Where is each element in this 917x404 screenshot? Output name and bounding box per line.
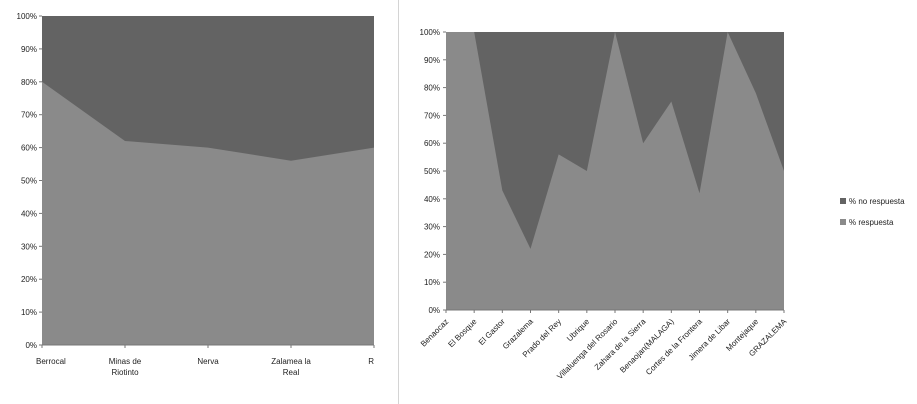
- chart2-y-tick-label: 60%: [424, 139, 440, 148]
- chart2-y-tick-label: 90%: [424, 56, 440, 65]
- chart1-x-tick-label: R: [368, 357, 374, 366]
- legend-swatch: [840, 219, 846, 225]
- chart1-y-tick-label: 10%: [21, 308, 37, 317]
- chart1-x-tick-label: Zalamea la Real: [271, 357, 311, 377]
- legend-label: % respuesta: [849, 218, 894, 227]
- chart1-y-tick-label: 30%: [21, 242, 37, 251]
- chart2-y-tick-label: 20%: [424, 250, 440, 259]
- chart1-y-tick-label: 50%: [21, 177, 37, 186]
- chart1-y-tick-label: 0%: [25, 341, 37, 350]
- chart2-x-tick-label: Benaojan(MALAGA): [618, 317, 676, 375]
- chart1-y-tick-label: 60%: [21, 144, 37, 153]
- chart2-plot: 0% 10% 20% 30% 40% 50% 60% 70% 80% 90% 100% Benaoca…: [419, 28, 789, 381]
- panel-divider: [398, 0, 399, 404]
- chart2-y-tick-label: 0%: [428, 306, 440, 315]
- chart2-y-tick-label: 100%: [420, 28, 440, 37]
- chart1-y-tick-label: 40%: [21, 209, 37, 218]
- chart2-y-tick-label: 40%: [424, 195, 440, 204]
- chart2-x-tick-label: Zahara de la Sierra: [593, 317, 648, 372]
- chart2-y-tick-label: 30%: [424, 223, 440, 232]
- chart2-y-tick-label: 70%: [424, 111, 440, 120]
- chart1-y-tick-label: 20%: [21, 275, 37, 284]
- legend-label: % no respuesta: [849, 197, 905, 206]
- chart2-y-tick-label: 50%: [424, 167, 440, 176]
- chart2-x-tick-label: Ubrique: [565, 317, 592, 344]
- chart1-x-tick-label: Nerva: [197, 357, 219, 366]
- chart1-y-tick-label: 80%: [21, 78, 37, 87]
- chart1-plot: 0% 10% 20% 30% 40% 50% 60% 70% 80% 90% 100% Berroca…: [17, 12, 375, 377]
- chart1-y-tick-label: 90%: [21, 45, 37, 54]
- chart2-area-respuesta: [446, 32, 784, 310]
- chart1-x-tick-label: Berrocal: [36, 357, 66, 366]
- chart1-area-respuesta: [42, 81, 374, 346]
- chart2-x-tick-label: El Bosque: [446, 317, 479, 350]
- legend-swatch: [840, 198, 846, 204]
- chart1-y-tick-label: 70%: [21, 111, 37, 120]
- chart2-legend: % no respuesta % respuesta: [840, 197, 905, 227]
- chart1-x-tick-label: Minas de Riotinto: [109, 357, 142, 377]
- chart2-x-tick-label: Benaocaz: [419, 317, 451, 349]
- chart2-y-tick-label: 10%: [424, 278, 440, 287]
- chart2-y-tick-label: 80%: [424, 84, 440, 93]
- chart1-y-tick-label: 100%: [17, 12, 37, 21]
